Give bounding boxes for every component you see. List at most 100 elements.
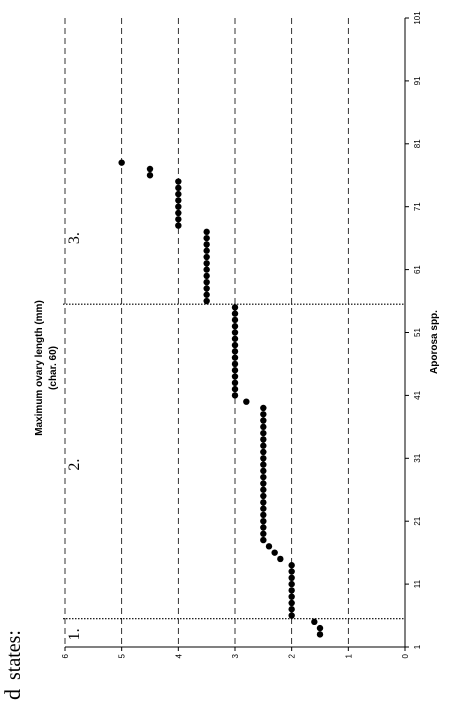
y-axis-subtitle: (char. 60) bbox=[48, 346, 59, 390]
data-point bbox=[260, 442, 267, 449]
data-points bbox=[118, 159, 324, 638]
x-tick-label: 61 bbox=[413, 265, 422, 274]
data-point bbox=[231, 360, 239, 368]
data-point bbox=[203, 247, 210, 254]
data-point bbox=[260, 518, 267, 525]
data-point bbox=[260, 455, 267, 462]
data-point bbox=[175, 216, 182, 223]
data-point bbox=[231, 316, 239, 324]
data-point bbox=[260, 436, 267, 443]
data-point bbox=[260, 448, 267, 456]
data-point bbox=[231, 367, 239, 374]
x-tick-label: 81 bbox=[413, 139, 422, 148]
x-axis-title: Aporosa spp. bbox=[429, 310, 440, 374]
data-point bbox=[203, 266, 210, 273]
data-point bbox=[231, 373, 239, 380]
grid-lines bbox=[64, 18, 349, 647]
data-point bbox=[288, 587, 295, 594]
data-point bbox=[175, 197, 182, 204]
data-point bbox=[288, 574, 295, 582]
data-point bbox=[231, 329, 239, 336]
data-point bbox=[277, 555, 284, 563]
data-point bbox=[175, 209, 182, 217]
data-point bbox=[260, 417, 267, 424]
data-point bbox=[288, 612, 295, 619]
data-point bbox=[146, 165, 154, 173]
data-point bbox=[203, 228, 210, 236]
x-tick-label: 51 bbox=[413, 328, 422, 337]
y-tick-label: 5 bbox=[118, 653, 127, 658]
state-label: 1. bbox=[66, 628, 83, 640]
data-point bbox=[203, 260, 210, 267]
x-tick-label: 91 bbox=[413, 76, 422, 85]
x-tick-label: 101 bbox=[413, 11, 422, 25]
data-point bbox=[271, 549, 278, 556]
y-tick-label: 1 bbox=[344, 653, 353, 658]
data-point bbox=[203, 291, 210, 298]
data-point bbox=[316, 631, 324, 638]
data-point bbox=[175, 178, 182, 185]
data-point bbox=[288, 599, 295, 607]
data-point bbox=[288, 580, 295, 588]
y-tick-label: 3 bbox=[231, 653, 240, 658]
data-point bbox=[260, 492, 267, 500]
data-point bbox=[231, 385, 239, 393]
data-point bbox=[175, 203, 182, 210]
y-tick-label: 0 bbox=[401, 653, 410, 658]
x-tick-label: 71 bbox=[413, 202, 422, 211]
data-point bbox=[260, 480, 267, 487]
state-labels: 1. 2. 3. bbox=[66, 232, 83, 640]
data-point bbox=[231, 335, 239, 342]
data-point bbox=[231, 323, 239, 330]
data-point bbox=[260, 429, 267, 437]
data-point bbox=[231, 354, 239, 361]
data-point bbox=[260, 505, 267, 512]
data-point bbox=[288, 562, 295, 569]
data-point bbox=[260, 536, 267, 544]
data-point bbox=[231, 310, 239, 317]
data-point bbox=[260, 511, 267, 519]
panel-label: d bbox=[0, 689, 25, 700]
data-point bbox=[260, 486, 267, 493]
x-tick-label: 31 bbox=[413, 453, 422, 462]
data-point bbox=[231, 392, 239, 399]
data-point bbox=[175, 184, 182, 192]
data-point bbox=[203, 253, 210, 261]
data-point bbox=[231, 304, 239, 311]
data-point bbox=[175, 222, 182, 229]
x-tick-label: 21 bbox=[413, 516, 422, 525]
data-point bbox=[316, 624, 324, 632]
data-point bbox=[260, 530, 267, 537]
data-point bbox=[288, 606, 295, 613]
data-point bbox=[203, 297, 210, 305]
data-point bbox=[260, 473, 267, 481]
data-point bbox=[260, 499, 267, 506]
data-point bbox=[203, 285, 210, 292]
data-point bbox=[260, 411, 267, 418]
data-point bbox=[288, 593, 295, 600]
data-point bbox=[203, 241, 210, 248]
data-point bbox=[288, 568, 295, 575]
data-point bbox=[265, 543, 273, 550]
state-boundaries bbox=[63, 303, 405, 620]
data-point bbox=[260, 404, 267, 412]
y-tick-label: 2 bbox=[288, 653, 297, 658]
x-tick-label: 41 bbox=[413, 390, 422, 399]
data-point bbox=[260, 423, 267, 431]
data-point bbox=[231, 379, 239, 387]
data-point bbox=[203, 234, 210, 242]
data-point bbox=[231, 341, 239, 349]
state-label: 2. bbox=[66, 459, 83, 471]
y-axis-title: Maximum ovary length (mm) bbox=[34, 300, 45, 436]
y-tick-label: 4 bbox=[174, 653, 183, 658]
states-label: states: bbox=[3, 630, 25, 680]
data-point bbox=[231, 348, 239, 355]
data-point bbox=[260, 467, 267, 475]
x-tick-label: 1 bbox=[413, 644, 422, 649]
data-point bbox=[260, 461, 267, 468]
x-tick-label: 11 bbox=[413, 579, 422, 588]
data-point bbox=[146, 172, 154, 179]
data-point bbox=[175, 190, 182, 198]
